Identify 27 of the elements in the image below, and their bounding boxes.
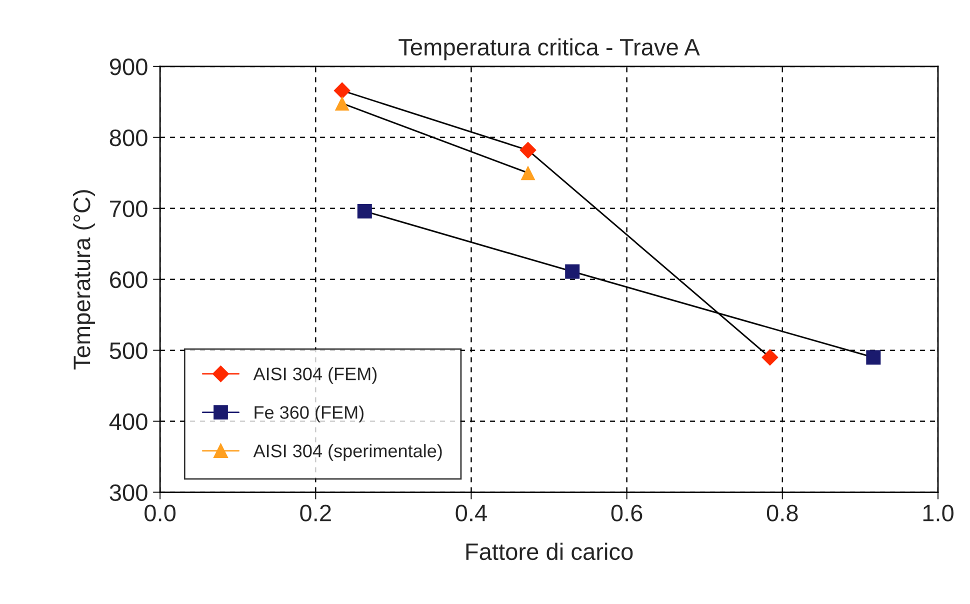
chart-title: Temperatura critica - Trave A [398,38,700,60]
point [762,349,778,366]
x-axis-title: Fattore di carico [466,542,633,560]
y-tick-label: 400 [109,413,148,430]
y-tick-label: 500 [110,342,148,360]
x-tick-label: 0.4 [456,504,487,522]
point [565,264,580,279]
point [334,96,350,111]
legend-label: Fe 360 (FEM) [254,406,364,422]
point [520,142,536,159]
x-tick-label: 0.2 [300,504,331,522]
legend-label: AISI 304 (FEM) [253,367,377,384]
y-tick-label: 600 [110,271,148,288]
point [357,204,372,218]
point [520,166,536,180]
y-tick-label: 700 [110,200,148,218]
x-tick-label: 0.6 [611,504,642,522]
y-tick-label: 900 [110,58,148,76]
x-tick-label: 0.8 [766,504,798,522]
y-tick-label: 800 [110,129,148,146]
x-tick-label: 0.0 [144,504,176,522]
point [334,82,350,99]
y-tick-label: 300 [110,484,148,502]
point [866,350,881,365]
y-axis-title: Temperatura (°C) [72,190,95,370]
x-tick-label: 1.0 [923,504,954,522]
legend-label: AISI 304 (sperimentale) [253,444,442,461]
